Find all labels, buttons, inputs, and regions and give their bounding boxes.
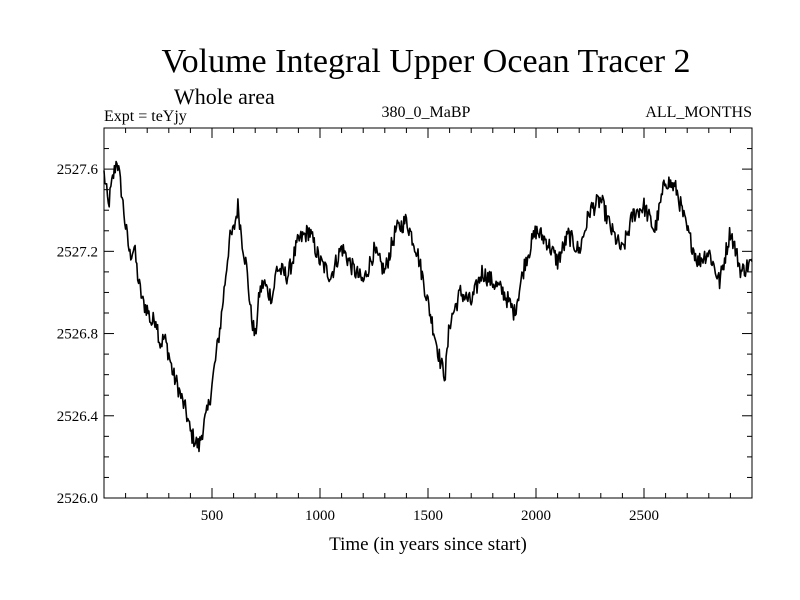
chart-subtitle: Whole area xyxy=(174,84,275,109)
x-tick-label: 2000 xyxy=(521,508,551,524)
y-tick-label: 2526.4 xyxy=(57,409,99,425)
chart-title: Volume Integral Upper Ocean Tracer 2 xyxy=(161,43,690,80)
series-line-0 xyxy=(103,160,753,453)
x-axis-label: Time (in years since start) xyxy=(329,534,527,555)
x-tick-label: 500 xyxy=(201,508,224,524)
experiment-label: Expt = teYjy xyxy=(104,108,187,125)
y-tick-label: 2526.8 xyxy=(57,327,98,343)
months-label: ALL_MONTHS xyxy=(645,104,752,121)
y-axis: 2526.0 2526.4 2526.8 2527.2 2527.6 xyxy=(57,148,752,507)
plot-area-frame xyxy=(103,127,753,499)
x-axis: 500 1000 1500 2000 2500 xyxy=(125,128,731,524)
x-tick-label: 2500 xyxy=(629,508,659,524)
y-tick-label: 2527.2 xyxy=(57,244,98,260)
period-label: 380_0_MaBP xyxy=(382,104,471,121)
y-tick-label: 2526.0 xyxy=(57,491,98,507)
y-tick-label: 2527.6 xyxy=(57,162,99,178)
series-layer xyxy=(103,160,753,453)
x-tick-label: 1000 xyxy=(305,508,335,524)
x-tick-label: 1500 xyxy=(413,508,443,524)
